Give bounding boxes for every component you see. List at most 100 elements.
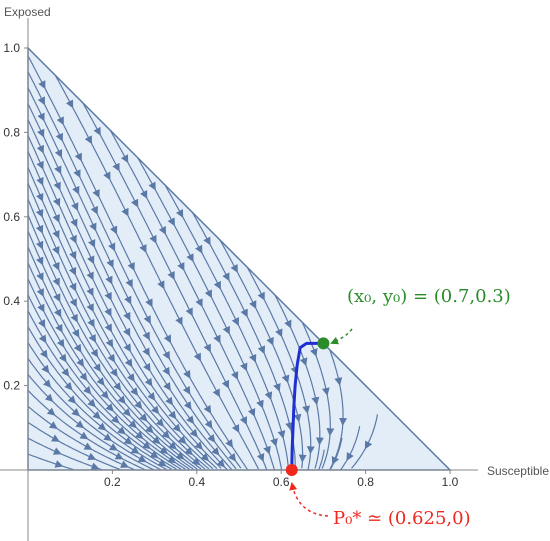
stream-arrow [157, 280, 165, 290]
stream-arrow [35, 224, 44, 234]
stream-arrow [248, 353, 257, 363]
stream-arrow [93, 126, 101, 136]
stream-arrow [35, 208, 44, 218]
stream-arrow [124, 295, 132, 305]
stream-arrow [68, 266, 77, 276]
stream-arrow [240, 308, 248, 318]
stream-arrow [90, 462, 100, 471]
stream-arrow [79, 431, 89, 440]
stream-arrow [228, 452, 237, 462]
stream-arrow [93, 363, 101, 373]
stream-arrow [75, 420, 85, 429]
stream-arrow [142, 331, 150, 341]
stream-line [27, 437, 103, 471]
stream-arrow [54, 460, 64, 468]
stream-arrow [65, 99, 74, 109]
stream-arrow [122, 408, 131, 417]
stream-arrow [112, 162, 120, 172]
stream-arrow [41, 364, 50, 374]
stream-arrow [137, 454, 147, 463]
stream-arrow [37, 128, 45, 138]
stream-arrow [110, 415, 120, 424]
stream-arrow [52, 277, 60, 287]
stream-arrow [172, 423, 181, 433]
stream-arrow [177, 262, 185, 271]
stream-arrow [151, 405, 160, 415]
stream-arrow [321, 387, 330, 396]
stream-arrow [83, 385, 92, 395]
stream-arrow [37, 112, 45, 122]
stream-arrow [167, 455, 177, 464]
stream-arrow [183, 369, 191, 379]
stream-arrow [207, 433, 216, 443]
stream-arrow [231, 317, 239, 326]
stream-arrow [103, 433, 113, 442]
stream-arrow [126, 373, 135, 382]
stream-arrow [124, 358, 133, 368]
axis-ticks: 0.2 0.4 0.6 0.8 1.0 0.2 0.4 0.6 0.8 1.0 [3, 41, 458, 489]
stream-arrow [73, 169, 81, 179]
stream-arrow [147, 391, 156, 401]
stream-arrow [120, 154, 129, 164]
stream-arrow [364, 440, 373, 450]
point-initial [317, 337, 330, 350]
stream-arrow [159, 446, 169, 455]
stream-arrow [195, 298, 203, 308]
stream-arrow [130, 446, 140, 454]
stream-arrow [55, 323, 63, 333]
stream-arrow [52, 447, 62, 455]
stream-arrow [149, 450, 159, 459]
stream-arrow [203, 236, 211, 246]
x-tick-label: 0.4 [188, 475, 205, 489]
stream-arrow [76, 358, 85, 368]
stream-arrow [58, 353, 67, 363]
stream-arrow [107, 353, 116, 363]
stream-arrow [104, 323, 112, 333]
stream-arrow [195, 244, 203, 254]
stream-arrow [143, 362, 151, 372]
stream-arrow [186, 253, 194, 263]
stream-arrow [331, 455, 340, 465]
stream-arrow [86, 271, 94, 281]
stream-arrow [184, 446, 194, 456]
stream-arrow [106, 259, 114, 269]
stream-arrow [134, 430, 144, 440]
stream-arrow [144, 377, 153, 387]
y-tick-label: 0.4 [3, 294, 20, 308]
stream-arrow [211, 446, 220, 456]
stream-arrow [71, 408, 80, 417]
stream-arrow [273, 382, 281, 392]
stream-arrow [130, 198, 139, 208]
stream-arrow [151, 436, 161, 445]
stream-line [27, 421, 121, 471]
stream-arrow [71, 202, 79, 212]
stream-arrow [79, 372, 88, 382]
stream-arrow [134, 400, 143, 410]
stream-arrow [230, 264, 238, 273]
stream-arrow [309, 348, 318, 357]
stream-lines [27, 55, 378, 471]
stream-arrow [168, 410, 177, 420]
stream-arrow [109, 368, 118, 378]
stream-arrow [52, 229, 60, 239]
stream-arrow [213, 280, 221, 290]
stream-arrow [293, 413, 302, 423]
stream-arrow [109, 225, 118, 235]
stream-line [27, 405, 135, 471]
stream-arrow [117, 426, 126, 435]
stream-arrow [120, 460, 129, 468]
stream-arrow [86, 287, 94, 297]
stream-arrow [249, 300, 257, 310]
stream-arrow [299, 357, 308, 367]
stream-arrow [122, 327, 131, 337]
stream-arrow [55, 132, 63, 142]
stream-arrow [37, 96, 45, 106]
x-tick-label: 0.6 [273, 475, 290, 489]
stream-arrow [37, 303, 45, 313]
stream-arrow [161, 430, 171, 439]
stream-arrow [69, 250, 77, 260]
stream-arrow [114, 452, 124, 460]
stream-arrow [264, 391, 273, 401]
stream-arrow [266, 336, 274, 346]
stream-arrow [108, 443, 118, 451]
